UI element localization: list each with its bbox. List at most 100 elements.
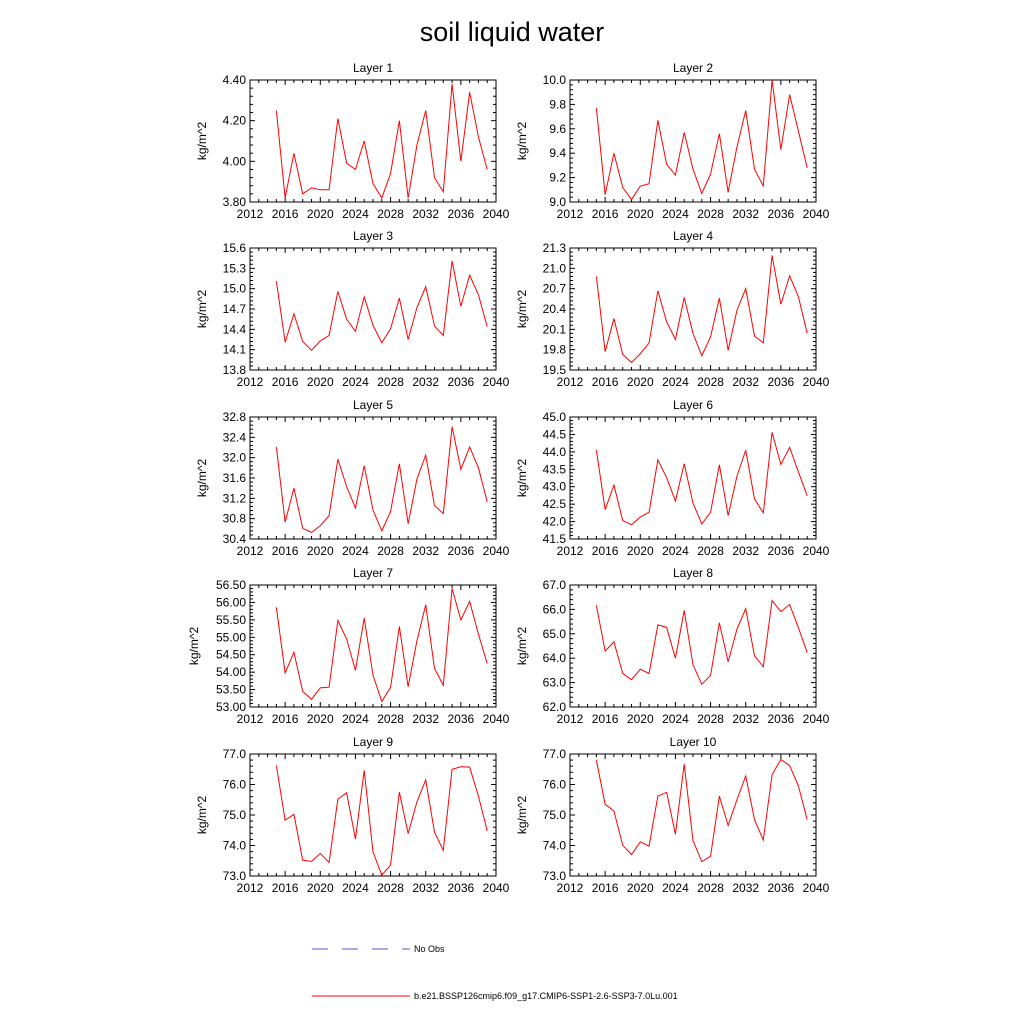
y-tick-label: 67.0 <box>543 578 567 592</box>
panel-title: Layer 2 <box>673 61 713 75</box>
y-axis-label: kg/m^2 <box>515 627 529 666</box>
x-tick-label: 2032 <box>412 881 439 895</box>
y-tick-label: 53.00 <box>216 700 246 714</box>
chart-panel-3: Layer 3 2012 2016 2020 2024 2028 2032 2036 2040 1… <box>195 229 510 389</box>
x-tick-label: 2012 <box>237 207 264 221</box>
series-line <box>595 255 808 364</box>
x-tick-label: 2032 <box>412 544 439 558</box>
x-tick-label: 2020 <box>307 207 334 221</box>
x-tick-label: 2020 <box>307 375 334 389</box>
y-tick-label: 75.0 <box>543 808 567 822</box>
x-tick-label: 2012 <box>557 207 584 221</box>
plot-frame <box>249 753 497 877</box>
y-tick-label: 3.80 <box>223 195 247 209</box>
x-tick-label: 2036 <box>448 544 475 558</box>
y-tick-label: 9.2 <box>549 171 566 185</box>
panel-title: Layer 6 <box>673 398 713 412</box>
y-tick-label: 9.4 <box>549 146 566 160</box>
x-tick-label: 2024 <box>662 207 689 221</box>
series-line <box>595 79 808 201</box>
y-tick-label: 54.50 <box>216 648 246 662</box>
x-tick-label: 2032 <box>732 375 759 389</box>
y-tick-label: 9.0 <box>549 195 566 209</box>
y-tick-label: 15.3 <box>223 261 247 275</box>
x-tick-label: 2024 <box>662 712 689 726</box>
series-line <box>595 599 808 686</box>
x-tick-label: 2028 <box>377 544 404 558</box>
y-axis-label: kg/m^2 <box>187 627 201 666</box>
panel-title: Layer 9 <box>353 735 393 749</box>
chart-panel-1: Layer 1 2012 2016 2020 2024 2028 2032 2036 2040 3… <box>195 61 510 221</box>
y-tick-label: 31.6 <box>223 471 247 485</box>
x-tick-label: 2028 <box>697 712 724 726</box>
y-tick-label: 32.8 <box>223 410 247 424</box>
series-line <box>275 84 488 200</box>
y-tick-label: 13.8 <box>223 363 247 377</box>
y-tick-label: 9.6 <box>549 122 566 136</box>
x-tick-label: 2012 <box>557 544 584 558</box>
panel-title: Layer 1 <box>353 61 393 75</box>
x-tick-label: 2016 <box>272 881 299 895</box>
y-tick-label: 64.0 <box>543 651 567 665</box>
x-tick-label: 2016 <box>592 881 619 895</box>
y-tick-label: 43.5 <box>543 462 567 476</box>
plot-frame <box>569 79 817 203</box>
chart-panel-5: Layer 5 2012 2016 2020 2024 2028 2032 2036 2040 3… <box>195 398 510 558</box>
y-axis-label: kg/m^2 <box>515 290 529 329</box>
plot-frame <box>569 416 817 540</box>
x-tick-label: 2016 <box>272 375 299 389</box>
x-tick-label: 2032 <box>732 881 759 895</box>
panel-title: Layer 7 <box>353 566 393 580</box>
y-tick-label: 55.50 <box>216 613 246 627</box>
y-tick-label: 56.50 <box>216 578 246 592</box>
x-tick-label: 2040 <box>803 544 830 558</box>
series-line <box>275 260 488 352</box>
y-tick-label: 56.00 <box>216 595 246 609</box>
x-tick-label: 2036 <box>448 712 475 726</box>
y-tick-label: 76.0 <box>543 778 567 792</box>
panel-title: Layer 3 <box>353 229 393 243</box>
x-tick-label: 2032 <box>732 207 759 221</box>
x-tick-label: 2036 <box>448 375 475 389</box>
y-tick-label: 65.0 <box>543 627 567 641</box>
y-tick-label: 4.20 <box>223 114 247 128</box>
y-tick-label: 74.0 <box>223 839 247 853</box>
y-tick-label: 20.7 <box>543 282 567 296</box>
x-tick-label: 2036 <box>768 881 795 895</box>
x-tick-label: 2024 <box>342 881 369 895</box>
y-axis-label: kg/m^2 <box>195 122 209 161</box>
y-axis-label: kg/m^2 <box>195 459 209 498</box>
y-tick-label: 42.5 <box>543 497 567 511</box>
plot-frame <box>249 416 497 540</box>
y-tick-label: 75.0 <box>223 808 247 822</box>
y-tick-label: 14.4 <box>223 322 247 336</box>
x-tick-label: 2028 <box>697 207 724 221</box>
y-tick-label: 41.5 <box>543 532 567 546</box>
x-tick-label: 2016 <box>592 207 619 221</box>
series-line <box>595 432 808 526</box>
y-tick-label: 4.00 <box>223 154 247 168</box>
y-tick-label: 19.8 <box>543 343 567 357</box>
y-tick-label: 14.1 <box>223 343 247 357</box>
x-tick-label: 2016 <box>592 712 619 726</box>
panel-title: Layer 8 <box>673 566 713 580</box>
y-tick-label: 53.50 <box>216 683 246 697</box>
plot-frame <box>569 247 817 371</box>
chart-panel-7: Layer 7 2012 2016 2020 2024 2028 2032 2036 2040 5… <box>187 566 510 726</box>
y-tick-label: 20.4 <box>543 302 567 316</box>
y-axis-label: kg/m^2 <box>515 796 529 835</box>
y-tick-label: 44.0 <box>543 445 567 459</box>
y-tick-label: 77.0 <box>223 747 247 761</box>
x-tick-label: 2016 <box>592 544 619 558</box>
x-tick-label: 2040 <box>483 207 510 221</box>
page-title: soil liquid water <box>420 17 605 47</box>
panel-title: Layer 4 <box>673 229 713 243</box>
y-tick-label: 45.0 <box>543 410 567 424</box>
series-line <box>595 758 808 863</box>
x-tick-label: 2040 <box>803 712 830 726</box>
panel-title: Layer 5 <box>353 398 393 412</box>
x-tick-label: 2012 <box>237 375 264 389</box>
x-tick-label: 2032 <box>732 544 759 558</box>
y-tick-label: 21.3 <box>543 241 567 255</box>
